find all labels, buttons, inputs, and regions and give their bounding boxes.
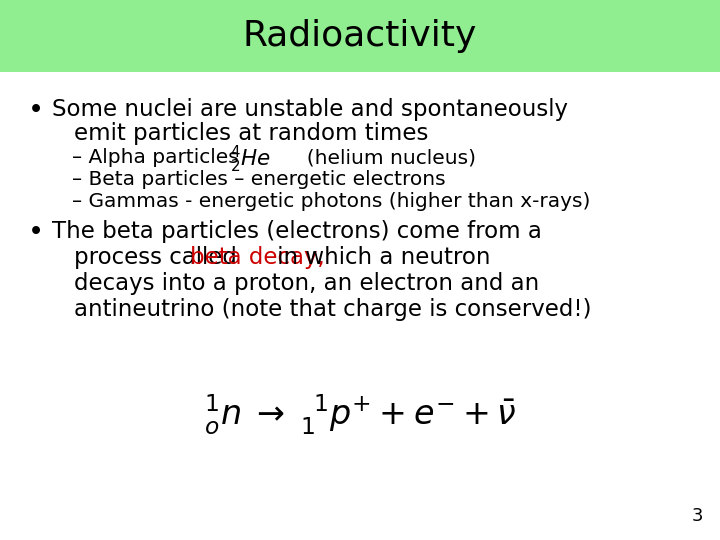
Text: process called: process called	[74, 246, 244, 269]
Text: The beta particles (electrons) come from a: The beta particles (electrons) come from…	[52, 220, 542, 243]
Text: •: •	[28, 98, 44, 124]
FancyBboxPatch shape	[0, 0, 720, 72]
Text: decays into a proton, an electron and an: decays into a proton, an electron and an	[74, 272, 539, 295]
Text: beta decay,: beta decay,	[190, 246, 325, 269]
Text: emit particles at random times: emit particles at random times	[74, 122, 428, 145]
Text: in which a neutron: in which a neutron	[270, 246, 490, 269]
Text: •: •	[28, 220, 44, 246]
Text: Radioactivity: Radioactivity	[243, 19, 477, 53]
Text: Some nuclei are unstable and spontaneously: Some nuclei are unstable and spontaneous…	[52, 98, 568, 121]
Text: 3: 3	[691, 507, 703, 525]
Text: – Beta particles – energetic electrons: – Beta particles – energetic electrons	[72, 170, 446, 189]
Text: (helium nucleus): (helium nucleus)	[294, 148, 476, 167]
Text: $\mathit{^{4}_{2}He}$: $\mathit{^{4}_{2}He}$	[230, 144, 271, 175]
Text: – Alpha particles: – Alpha particles	[72, 148, 239, 167]
Text: $\mathit{^{1}_{o}n} \;\rightarrow\; \mathit{^{\;\;1}_{1}p^{+}} + \mathit{e^{-}} : $\mathit{^{1}_{o}n} \;\rightarrow\; \mat…	[204, 393, 516, 437]
Text: antineutrino (note that charge is conserved!): antineutrino (note that charge is conser…	[74, 298, 592, 321]
Text: – Gammas - energetic photons (higher than x-rays): – Gammas - energetic photons (higher tha…	[72, 192, 590, 211]
